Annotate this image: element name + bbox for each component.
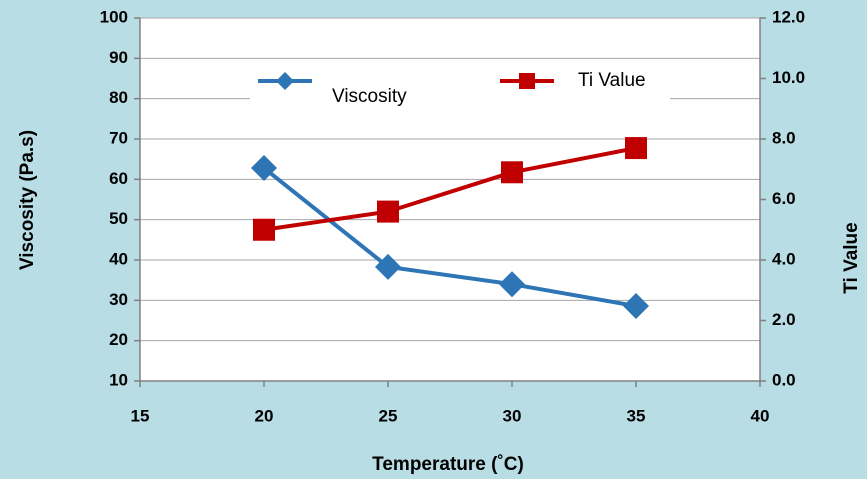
y-tick-label: 100 bbox=[100, 7, 128, 26]
y2-tick-label: 10.0 bbox=[772, 68, 805, 87]
y-axis-title: Viscosity (Pa.s) bbox=[17, 130, 38, 270]
legend-label: Viscosity bbox=[332, 86, 407, 107]
y2-tick-label: 8.0 bbox=[772, 128, 796, 147]
y-tick-label: 10 bbox=[109, 370, 128, 389]
y-tick-label: 50 bbox=[109, 209, 128, 228]
legend-label: Ti Value bbox=[578, 70, 646, 91]
x-tick-label: 35 bbox=[627, 406, 646, 425]
legend-bg bbox=[250, 64, 670, 112]
y2-tick-label: 2.0 bbox=[772, 310, 796, 329]
y2-tick-label: 0.0 bbox=[772, 370, 796, 389]
x-tick-label: 20 bbox=[255, 406, 274, 425]
data-point bbox=[253, 218, 275, 241]
y-tick-label: 20 bbox=[109, 330, 128, 349]
series-line bbox=[263, 146, 637, 232]
y2-axis-title: Ti Value bbox=[841, 222, 862, 293]
data-point bbox=[625, 137, 647, 160]
series-line bbox=[262, 166, 637, 308]
data-point bbox=[499, 271, 525, 298]
x-tick-label: 40 bbox=[751, 406, 770, 425]
y-tick-label: 70 bbox=[109, 128, 128, 147]
data-point bbox=[377, 200, 399, 223]
y2-tick-label: 12.0 bbox=[772, 7, 805, 26]
data-point bbox=[623, 292, 649, 319]
legend-marker bbox=[519, 73, 535, 89]
x-tick-label: 15 bbox=[131, 406, 150, 425]
x-tick-label: 25 bbox=[379, 406, 398, 425]
y-tick-label: 80 bbox=[109, 88, 128, 107]
x-axis-title: Temperature (˚C) bbox=[372, 454, 524, 475]
y-tick-label: 60 bbox=[109, 169, 128, 188]
y-tick-label: 30 bbox=[109, 290, 128, 309]
x-tick-label: 30 bbox=[503, 406, 522, 425]
y-tick-label: 40 bbox=[109, 249, 128, 268]
y-tick-label: 90 bbox=[109, 48, 128, 67]
y2-tick-label: 6.0 bbox=[772, 189, 796, 208]
data-point bbox=[501, 161, 523, 184]
data-point bbox=[375, 253, 401, 280]
y2-tick-label: 4.0 bbox=[772, 249, 796, 268]
legend-marker bbox=[276, 72, 294, 90]
data-point bbox=[251, 155, 277, 182]
